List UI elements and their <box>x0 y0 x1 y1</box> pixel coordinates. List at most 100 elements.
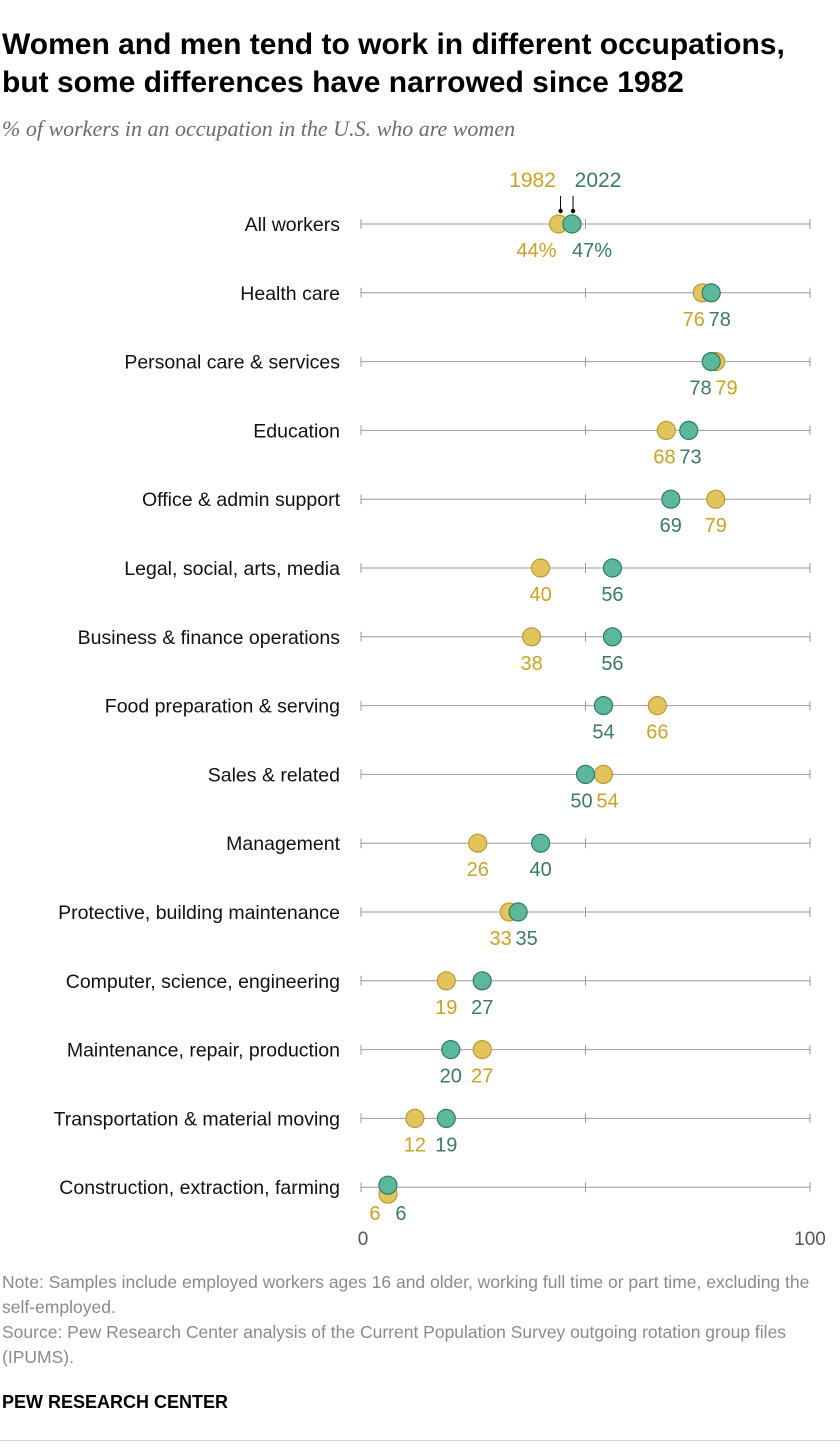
category-label: Transportation & material moving <box>54 1108 340 1130</box>
dot-2022 <box>436 1108 456 1129</box>
dot-1982 <box>405 1108 425 1129</box>
value-label-2022: 56 <box>601 653 623 675</box>
value-label-1982: 38 <box>520 653 542 675</box>
value-label-2022: 6 <box>395 1203 406 1225</box>
legend-label-1982: 1982 <box>509 169 556 192</box>
value-label-1982: 76 <box>683 309 705 331</box>
dot-2022 <box>441 1039 461 1060</box>
dot-2022 <box>530 833 551 853</box>
value-label-2022: 19 <box>435 1134 457 1156</box>
value-label-2022: 47% <box>572 240 612 262</box>
category-row: Construction, extraction, farming 6 6 <box>59 1175 811 1225</box>
category-label: Computer, science, engineering <box>66 971 340 993</box>
category-row: Transportation & material moving 12 19 <box>54 1108 811 1156</box>
category-label: Personal care & services <box>124 352 340 374</box>
category-label: Construction, extraction, farming <box>59 1177 340 1199</box>
value-label-2022: 27 <box>471 997 493 1019</box>
category-row: Office & admin support 79 69 <box>142 489 811 537</box>
dot-1982 <box>530 558 551 578</box>
value-label-1982: 68 <box>653 446 675 468</box>
dot-1982 <box>436 971 456 991</box>
category-label: Protective, building maintenance <box>58 902 340 924</box>
dot-2022 <box>701 283 721 303</box>
category-row: Protective, building maintenance 33 35 <box>58 902 811 950</box>
dot-2022 <box>701 352 721 372</box>
value-label-2022: 69 <box>660 515 682 537</box>
dot-2022 <box>472 971 492 991</box>
value-label-2022: 78 <box>689 378 711 400</box>
source-text: Source: Pew Research Center analysis of … <box>2 1322 787 1367</box>
category-row: Computer, science, engineering 19 27 <box>66 971 811 1019</box>
value-label-2022: 54 <box>592 722 614 744</box>
value-label-2022: 20 <box>440 1066 462 1088</box>
x-axis: 0 100 <box>358 1229 826 1250</box>
legend-leader-dot-2022 <box>570 208 576 214</box>
category-label: Food preparation & serving <box>105 696 340 718</box>
bottom-divider <box>0 1440 840 1441</box>
chart-title: Women and men tend to work in different … <box>2 28 785 99</box>
dot-1982 <box>472 1039 492 1060</box>
category-label: Health care <box>240 283 340 305</box>
dot-1982 <box>468 833 488 853</box>
value-label-1982: 33 <box>490 928 512 950</box>
category-label: Business & finance operations <box>78 627 341 649</box>
dot-2022 <box>602 558 623 578</box>
category-row: Business & finance operations 38 56 <box>78 627 811 675</box>
category-row: Food preparation & serving 66 54 <box>105 695 811 744</box>
category-row: Maintenance, repair, production 27 20 <box>67 1039 811 1088</box>
category-label: All workers <box>245 214 341 236</box>
category-row: Health care 76 78 <box>240 283 811 331</box>
category-row: All workers 44% 47% <box>245 214 811 262</box>
category-label: Education <box>253 420 340 442</box>
note-text: Note: Samples include employed workers a… <box>2 1272 810 1317</box>
legend-leader-dot-1982 <box>558 208 563 214</box>
category-label: Sales & related <box>208 764 340 786</box>
dot-1982 <box>647 695 667 716</box>
dot-2022 <box>562 214 582 234</box>
value-label-1982: 66 <box>646 722 668 744</box>
brand-logo-text: PEW RESEARCH CENTER <box>2 1392 229 1412</box>
dot-2022 <box>575 764 596 785</box>
dot-2022 <box>378 1175 398 1195</box>
value-label-1982: 40 <box>529 584 551 606</box>
value-label-2022: 78 <box>709 309 731 331</box>
category-label: Office & admin support <box>142 489 341 511</box>
dot-1982 <box>656 420 676 440</box>
series-legend: 1982 2022 <box>509 169 622 214</box>
value-label-1982: 12 <box>404 1134 426 1156</box>
category-label: Management <box>226 833 340 855</box>
x-tick-label: 0 <box>358 1229 369 1250</box>
x-tick-label: 100 <box>794 1229 826 1250</box>
category-label: Maintenance, repair, production <box>67 1040 340 1062</box>
value-label-1982: 79 <box>705 515 727 537</box>
value-label-1982: 54 <box>596 790 618 812</box>
legend-label-2022: 2022 <box>575 169 622 192</box>
value-label-2022: 40 <box>529 859 551 881</box>
value-label-2022: 73 <box>679 446 701 468</box>
dot-2022 <box>593 695 614 716</box>
dot-1982 <box>706 489 726 509</box>
category-row: Legal, social, arts, media 40 56 <box>124 558 811 606</box>
value-label-1982: 26 <box>467 859 489 881</box>
value-label-1982: 19 <box>435 997 457 1019</box>
category-row: Education 68 73 <box>253 420 811 468</box>
chart-subtitle: % of workers in an occupation in the U.S… <box>2 116 516 141</box>
value-label-1982: 6 <box>369 1203 380 1225</box>
dot-2022 <box>679 420 699 440</box>
dot-2022 <box>602 627 623 647</box>
dot-2022 <box>661 489 681 509</box>
value-label-2022: 56 <box>601 584 623 606</box>
category-label: Legal, social, arts, media <box>124 558 340 580</box>
value-label-1982: 27 <box>471 1066 493 1088</box>
dot-2022 <box>508 902 528 922</box>
value-label-1982: 79 <box>715 378 737 400</box>
category-row: Management 26 40 <box>226 833 811 881</box>
dot-1982 <box>593 764 614 785</box>
footnote: Note: Samples include employed workers a… <box>2 1270 832 1370</box>
value-label-2022: 50 <box>570 790 592 812</box>
value-label-2022: 35 <box>516 928 538 950</box>
